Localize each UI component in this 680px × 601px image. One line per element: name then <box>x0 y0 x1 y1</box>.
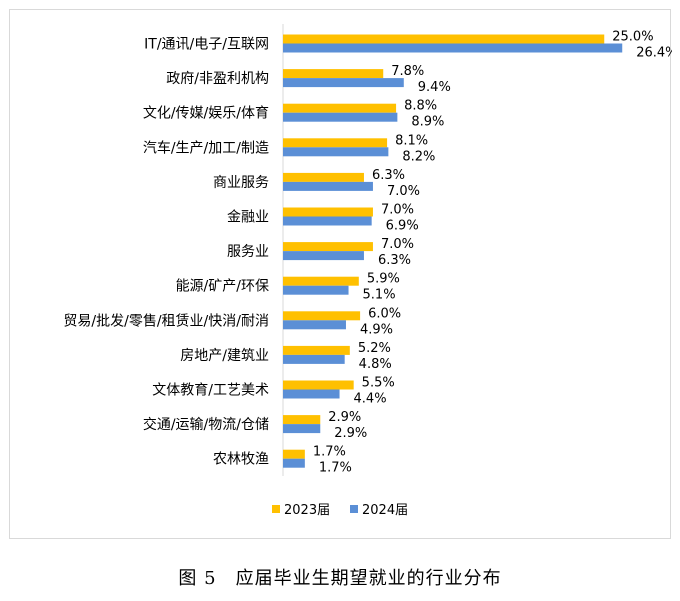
legend-swatch-2023 <box>272 505 280 513</box>
category-label: 文体教育/工艺美术 <box>152 383 269 399</box>
data-label: 5.1% <box>363 288 396 303</box>
bar-2024 <box>283 147 389 157</box>
data-label: 2.9% <box>328 410 361 425</box>
category-label: IT/通讯/电子/互联网 <box>144 37 269 53</box>
legend-label: 2023届 <box>284 503 330 518</box>
data-label: 2.9% <box>334 426 367 441</box>
data-label: 8.8% <box>404 99 437 114</box>
bar-2023 <box>283 311 361 321</box>
data-label: 4.9% <box>360 322 393 337</box>
bar-2024 <box>283 112 398 122</box>
category-label: 文化/传媒/娱乐/体育 <box>143 106 269 122</box>
bar-2024 <box>283 285 349 295</box>
bar-2024 <box>283 216 372 226</box>
bar-2023 <box>283 69 384 79</box>
bar-2023 <box>283 172 364 182</box>
bar-chart: IT/通讯/电子/互联网 25.0%26.4% 政府/非盈利机构 7.8%9.4% 文化… <box>63 24 672 518</box>
bar-2024 <box>283 354 345 364</box>
data-label: 8.2% <box>402 149 435 164</box>
data-label: 4.4% <box>354 392 387 407</box>
bar-2023 <box>283 103 397 113</box>
data-label: 25.0% <box>612 30 653 45</box>
bar-2024 <box>283 424 321 434</box>
legend-label: 2024届 <box>362 503 408 518</box>
category-label: 农林牧渔 <box>213 452 269 468</box>
figure-caption: 图 5 应届毕业生期望就业的行业分布 <box>178 568 502 589</box>
data-label: 7.0% <box>387 184 420 199</box>
bar-2023 <box>283 242 373 252</box>
category-label: 贸易/批发/零售/租赁业/快消/耐消 <box>63 313 269 329</box>
bar-2023 <box>283 449 305 459</box>
category-label: 服务业 <box>227 244 269 260</box>
bar-2023 <box>283 138 388 148</box>
data-label: 1.7% <box>319 461 352 476</box>
bar-2024 <box>283 320 346 330</box>
bar-2024 <box>283 458 305 468</box>
data-label: 8.1% <box>395 133 428 148</box>
data-label: 5.2% <box>358 341 391 356</box>
data-label: 9.4% <box>418 80 451 95</box>
data-label: 7.8% <box>391 64 424 79</box>
data-label: 1.7% <box>313 445 346 460</box>
data-label: 7.0% <box>381 203 414 218</box>
data-label: 6.3% <box>378 253 411 268</box>
bar-2023 <box>283 380 354 390</box>
category-label: 交通/运输/物流/仓储 <box>143 416 269 433</box>
category-label: 金融业 <box>227 210 269 226</box>
chart-frame: IT/通讯/电子/互联网 25.0%26.4% 政府/非盈利机构 7.8%9.4% 文化… <box>9 9 672 539</box>
data-label: 7.0% <box>381 237 414 252</box>
data-label: 6.0% <box>368 306 401 321</box>
bar-2023 <box>283 415 321 425</box>
bar-2023 <box>283 207 373 217</box>
bar-2023 <box>283 345 350 355</box>
bar-2024 <box>283 181 373 191</box>
data-label: 6.3% <box>372 168 405 183</box>
bar-2024 <box>283 43 623 53</box>
bar-2023 <box>283 34 605 44</box>
category-label: 房地产/建筑业 <box>180 348 269 364</box>
bar-2024 <box>283 251 364 261</box>
bar-2023 <box>283 276 359 286</box>
data-label: 5.9% <box>367 272 400 287</box>
legend-swatch-2024 <box>350 505 358 513</box>
bar-2024 <box>283 78 404 88</box>
data-label: 4.8% <box>359 357 392 372</box>
category-label: 能源/矿产/环保 <box>176 279 269 295</box>
data-label: 8.9% <box>411 115 444 130</box>
category-label: 商业服务 <box>213 175 269 191</box>
data-label: 26.4% <box>636 46 672 61</box>
category-label: 汽车/生产/加工/制造 <box>143 139 269 156</box>
data-label: 6.9% <box>386 219 419 234</box>
data-label: 5.5% <box>362 376 395 391</box>
category-label: 政府/非盈利机构 <box>166 71 269 87</box>
bar-2024 <box>283 389 340 399</box>
